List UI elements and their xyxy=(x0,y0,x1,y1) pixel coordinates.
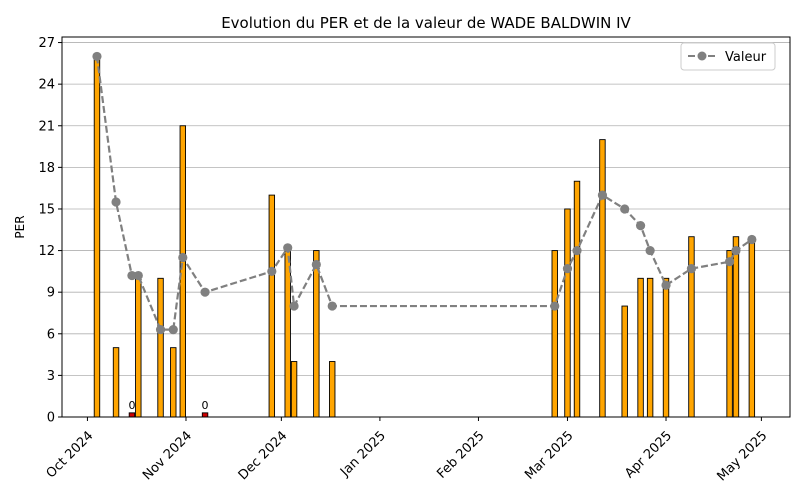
valeur-point xyxy=(731,245,741,256)
valeur-point xyxy=(178,252,188,263)
plot-frame xyxy=(61,36,791,418)
per-bar xyxy=(573,180,581,418)
per-bar xyxy=(93,55,101,418)
per-bar xyxy=(621,305,628,418)
per-bar xyxy=(135,277,142,418)
per-bar xyxy=(551,250,558,418)
y-tick-label: 0 xyxy=(47,411,55,426)
per-bar xyxy=(112,347,120,418)
valeur-point xyxy=(620,204,630,214)
valeur-point xyxy=(562,264,573,274)
per-bar xyxy=(201,412,209,418)
legend-label-valeur: Valeur xyxy=(725,50,767,65)
valeur-point xyxy=(747,234,757,245)
legend: Valeur xyxy=(680,42,776,71)
valeur-point xyxy=(127,270,137,281)
per-bar xyxy=(290,361,298,418)
valeur-point xyxy=(724,257,735,267)
chart-title: Evolution du PER et de la valeur de WADE… xyxy=(221,14,631,32)
valeur-point xyxy=(327,301,337,311)
per-bar xyxy=(662,277,670,418)
per-bar xyxy=(726,250,733,418)
valeur-point xyxy=(92,51,102,62)
y-tick-label: 27 xyxy=(38,36,55,51)
y-tick-label: 3 xyxy=(47,369,55,384)
valeur-point xyxy=(267,266,277,276)
bar-value-label: 0 xyxy=(202,399,209,412)
y-tick-label: 24 xyxy=(38,78,55,93)
per-bar xyxy=(284,250,291,418)
per-bar xyxy=(599,139,606,418)
per-bar xyxy=(329,361,336,418)
per-bar xyxy=(268,194,276,418)
y-tick-label: 15 xyxy=(38,202,55,217)
valeur-point xyxy=(111,197,121,207)
valeur-point xyxy=(550,301,560,311)
valeur-point xyxy=(597,190,608,200)
valeur-point xyxy=(635,221,646,231)
valeur-point xyxy=(283,243,293,253)
valeur-point xyxy=(289,301,299,311)
per-bar xyxy=(179,125,187,418)
valeur-point xyxy=(661,280,671,290)
per-bar xyxy=(637,277,644,418)
y-axis-label: PER xyxy=(13,215,27,238)
per-bar xyxy=(128,412,136,418)
valeur-point xyxy=(168,325,178,335)
valeur-point xyxy=(200,287,210,297)
valeur-line-series xyxy=(92,51,757,335)
per-bar xyxy=(732,236,740,418)
per-bar xyxy=(688,236,695,418)
legend-box xyxy=(680,42,776,71)
y-tick-label: 18 xyxy=(38,161,55,176)
per-bar xyxy=(170,347,177,418)
valeur-point xyxy=(645,245,655,256)
per-bar xyxy=(748,236,756,418)
y-tick-label: 6 xyxy=(47,327,55,342)
per-bar xyxy=(157,277,164,418)
per-bar xyxy=(313,250,320,418)
valeur-point xyxy=(686,264,697,274)
per-bar xyxy=(564,208,571,418)
per-bar xyxy=(646,277,654,418)
valeur-point xyxy=(311,259,321,270)
y-tick-label: 12 xyxy=(38,244,55,259)
legend-marker-swatch xyxy=(697,51,707,61)
valeur-point xyxy=(155,325,166,335)
bar-value-label: 0 xyxy=(128,399,135,412)
y-tick-label: 21 xyxy=(38,119,55,134)
valeur-point xyxy=(133,270,143,281)
y-tick-label: 9 xyxy=(47,286,55,301)
valeur-point xyxy=(572,245,582,256)
